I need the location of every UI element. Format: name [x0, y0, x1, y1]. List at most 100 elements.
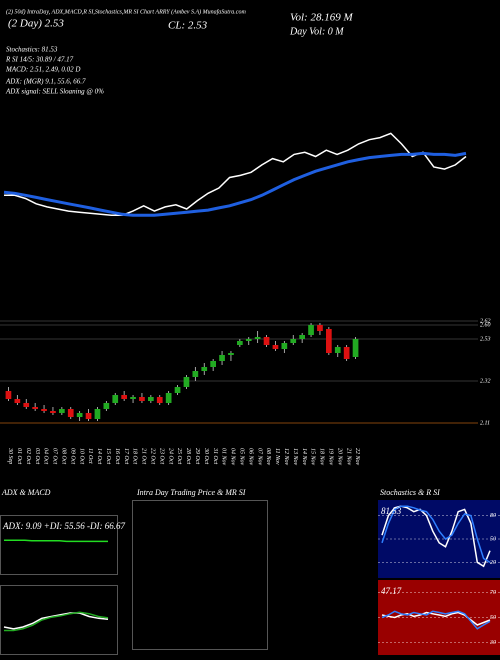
candle-body	[237, 341, 243, 345]
x-tick-label: 30 Sep	[7, 447, 13, 464]
series-line	[381, 505, 491, 564]
candle-body	[121, 395, 127, 399]
candle-body	[201, 367, 208, 371]
x-tick-label: 19 Nov	[327, 448, 333, 466]
candle-body	[272, 345, 279, 349]
macd: MACD: 2.51, 2.49, 0.02 D	[5, 66, 80, 74]
candle-body	[290, 339, 297, 343]
candle-body	[228, 353, 234, 355]
readout: 47.17	[381, 586, 402, 596]
y-tick-label: 2.62	[480, 318, 491, 324]
rsi: R SI 14/5: 30.89 / 47.17	[5, 56, 74, 64]
candle-body	[281, 343, 288, 349]
y-tick-label: 80	[490, 513, 496, 519]
x-tick-label: 21 Oct	[141, 448, 147, 464]
candle-body	[103, 403, 110, 409]
x-tick-label: 10 Oct	[78, 448, 84, 464]
candle-body	[67, 409, 74, 417]
candle-body	[41, 409, 47, 411]
readout: 81.53	[381, 506, 402, 516]
x-tick-label: 11 Oct	[87, 448, 93, 464]
panel-frame	[0, 515, 118, 575]
x-tick-label: 18 Nov	[319, 448, 325, 466]
panel-title: ADX & MACD	[1, 488, 51, 497]
volume: Vol: 28.169 M	[290, 12, 353, 24]
panel-frame	[0, 585, 118, 655]
series-line	[4, 132, 467, 217]
day-volume: Day Vol: 0 M	[289, 26, 344, 37]
x-tick-label: 08 Oct	[60, 448, 66, 464]
y-tick-label: 50	[490, 536, 496, 542]
stochastics: Stochastics: 81.53	[6, 46, 58, 54]
x-tick-label: 12 Nov	[283, 448, 289, 466]
candle-body	[139, 397, 145, 401]
candle-body	[210, 361, 216, 367]
readout: ADX: 9.09 +DI: 55.56 -DI: 66.67	[2, 521, 126, 531]
candle-body	[85, 413, 92, 419]
candle-body	[343, 347, 350, 359]
candle-body	[326, 329, 332, 353]
candle-body	[156, 397, 163, 403]
close: CL: 2.53	[168, 20, 208, 32]
x-tick-label: 01 Nov	[221, 448, 227, 466]
candle-body	[352, 339, 359, 357]
series-line	[381, 610, 491, 630]
x-tick-label: 29 Oct	[194, 448, 200, 464]
candle-body	[299, 335, 305, 339]
x-tick-label: 15 Oct	[105, 448, 111, 464]
series-line	[3, 151, 467, 217]
candle-body	[165, 393, 172, 403]
x-tick-label: 11 Nov	[274, 448, 280, 465]
x-tick-label: 08 Nov	[265, 448, 271, 466]
y-tick-label: 2.60	[480, 322, 491, 328]
x-tick-label: 28 Oct	[185, 448, 191, 464]
adx: ADX: (MGR) 9.1, 55.6, 66.7	[5, 78, 86, 86]
x-tick-label: 20 Nov	[336, 448, 342, 466]
x-tick-label: 24 Oct	[167, 448, 174, 464]
x-tick-label: 09 Oct	[69, 448, 75, 464]
x-tick-label: 04 Nov	[230, 448, 237, 466]
x-tick-label: 16 Oct	[114, 448, 120, 464]
y-tick-label: 30	[489, 640, 496, 646]
two-day: (2 Day) 2.53	[8, 18, 64, 30]
panel-title: Intra Day Trading Price & MR SI	[136, 488, 246, 497]
y-tick-label: 2.11	[480, 420, 490, 426]
x-tick-label: 02 Oct	[25, 448, 31, 464]
x-tick-label: 17 Oct	[123, 448, 129, 464]
series-line	[3, 612, 109, 630]
x-tick-label: 22 Oct	[149, 448, 155, 464]
candle-body	[254, 337, 261, 339]
candle-body	[32, 407, 38, 409]
candle-body	[23, 403, 30, 407]
candle-body	[192, 371, 199, 377]
y-tick-label: 2.53	[480, 336, 491, 342]
candle-body	[5, 391, 12, 399]
x-tick-label: 21 Nov	[345, 448, 351, 466]
candle-body	[245, 339, 252, 341]
x-tick-label: 23 Oct	[158, 448, 164, 464]
x-tick-label: 13 Nov	[292, 448, 298, 466]
candle-body	[112, 395, 119, 403]
series-line	[381, 611, 491, 626]
candle-body	[308, 325, 314, 335]
x-tick-label: 30 Oct	[203, 447, 209, 464]
x-tick-label: 01 Oct	[16, 448, 22, 464]
adx-signal: ADX signal: SELL Sloaning @ 0%	[5, 88, 104, 96]
candle-body	[263, 337, 270, 345]
series-line	[4, 539, 108, 543]
y-tick-label: 70	[490, 590, 496, 596]
y-tick-label: 20	[490, 560, 496, 566]
candle-body	[148, 397, 154, 401]
candle-body	[183, 377, 190, 387]
x-tick-label: 22 Nov	[354, 448, 360, 466]
candle-body	[59, 409, 65, 413]
x-tick-label: 04 Oct	[43, 448, 50, 464]
x-tick-label: 07 Nov	[256, 448, 262, 466]
candle-body	[76, 413, 83, 417]
x-tick-label: 06 Nov	[247, 448, 253, 466]
panel-frame	[132, 500, 268, 650]
x-tick-label: 03 Oct	[34, 448, 40, 464]
candle-body	[317, 325, 323, 331]
y-tick-label: 50	[490, 615, 496, 621]
